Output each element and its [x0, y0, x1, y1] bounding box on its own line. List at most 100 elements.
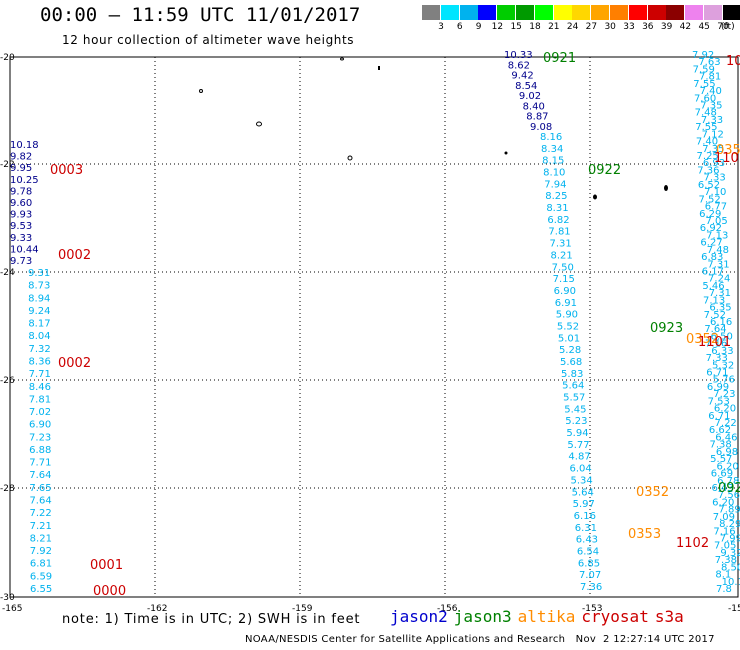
swh-value: 7.71	[29, 458, 51, 469]
swh-value: 7.13	[706, 230, 728, 241]
swh-tracks: 10.189.829.9510.259.789.609.939.539.3310…	[10, 50, 740, 595]
color-scale-unit: (ft)	[721, 22, 735, 32]
pass-time-label: 0002	[58, 248, 91, 263]
swh-value: 7.64	[704, 324, 726, 335]
swh-value: 7.31	[707, 259, 729, 270]
swh-value: 9.78	[10, 186, 32, 197]
swh-value: 10.18	[10, 140, 39, 151]
swh-value: 7.05	[705, 216, 727, 227]
swh-value: 6.62	[709, 425, 731, 436]
longitude-label: -153	[582, 604, 602, 614]
legend-jason3: jason3	[453, 607, 512, 626]
swh-value: 6.90	[29, 420, 51, 431]
credit-footer: NOAA/NESDIS Center for Satellite Applica…	[245, 634, 715, 645]
swh-value: 7.65	[29, 483, 51, 494]
color-scale-label: 21	[548, 22, 560, 32]
color-swatch	[647, 5, 666, 20]
swh-value: 5.77	[567, 440, 589, 451]
swh-value: 6.82	[547, 215, 569, 226]
color-swatch	[516, 5, 534, 20]
swh-value: 6.43	[576, 535, 598, 546]
pass-time-label: 0353	[628, 527, 661, 542]
swh-value: 6.98	[716, 447, 738, 458]
swh-value: 7.56	[718, 490, 740, 501]
color-swatch	[591, 5, 610, 20]
swh-value: 7.52	[704, 310, 726, 321]
color-scale-label: 36	[642, 22, 654, 32]
swh-value: 8.50	[721, 562, 740, 573]
swh-value: 6.27	[700, 238, 722, 249]
swh-value: 7.36	[697, 165, 719, 176]
swh-value: 7.50	[552, 262, 574, 273]
color-swatch	[553, 5, 572, 20]
swh-value: 9.31	[28, 268, 50, 279]
swh-value: 5.68	[560, 357, 582, 368]
swh-value: 7.16	[705, 339, 727, 350]
swh-value: 8.21	[30, 533, 52, 544]
swh-value: 8.16	[540, 132, 562, 143]
pass-time-label: 0003	[50, 163, 83, 178]
color-scale-label: 30	[604, 22, 616, 32]
swh-value: 9.93	[10, 210, 32, 221]
swh-value: 8.04	[28, 331, 50, 342]
swh-value: 7.16	[713, 526, 735, 537]
time-labels: 0921 0922 0923 092 0003 0002 0002 0001 0000 0352 0…	[50, 51, 740, 599]
swh-value: 10.10	[722, 577, 740, 588]
legend-altika: altika	[517, 607, 576, 626]
swh-value: 6.55	[30, 584, 52, 595]
island	[378, 66, 380, 70]
color-swatch	[610, 5, 628, 20]
map-title: 00:00 – 11:59 UTC 11/01/2017	[40, 4, 361, 26]
swh-value: 9.73	[10, 256, 32, 267]
swh-value: 7.40	[696, 137, 718, 148]
swh-value: 9.24	[28, 306, 50, 317]
color-swatch	[440, 5, 459, 20]
pass-time-label: 110	[714, 151, 739, 166]
swh-value: 7.24	[708, 274, 730, 285]
swh-value: 6.78	[717, 476, 739, 487]
swh-value: 8.25	[545, 191, 567, 202]
swh-value: 7.63	[698, 57, 720, 68]
swh-value: 10.25	[10, 175, 39, 186]
swh-value: 6.04	[569, 464, 591, 475]
swh-value: 7.21	[30, 521, 52, 532]
swh-value: 5.52	[557, 321, 579, 332]
units-note: note: 1) Time is in UTC; 2) SWH is in fe…	[62, 612, 361, 627]
island-markers	[199, 57, 668, 200]
swh-value: 6.71	[708, 411, 730, 422]
legend-cryosat: cryosat	[581, 607, 649, 626]
swh-value: 9.08	[530, 122, 552, 133]
swh-value: 5.64	[562, 381, 584, 392]
swh-value: 6.46	[715, 432, 737, 443]
map-subtitle: 12 hour collection of altimeter wave hei…	[62, 33, 355, 47]
axis-labels: -165 -162 -159 -156 -153 -15 -20 -22 -24 -26 -28 -3…	[0, 53, 740, 614]
color-scale-label: 18	[529, 22, 541, 32]
swh-value: 8.15	[542, 156, 564, 167]
swh-value: 5.34	[571, 475, 593, 486]
island	[593, 194, 597, 200]
swh-value: 7.59	[693, 64, 715, 75]
color-swatch	[534, 5, 553, 20]
swh-value: 7.09	[713, 512, 735, 523]
swh-value: 5.57	[710, 454, 732, 465]
swh-value: 6.33	[711, 346, 733, 357]
pass-time-label: 0921	[543, 51, 576, 66]
swh-value: 7.99	[720, 533, 740, 544]
swh-value: 7.89	[718, 505, 740, 516]
swh-value: 8.17	[28, 319, 50, 330]
swh-value: 5.76	[713, 375, 735, 386]
pass-time-label: 0923	[650, 321, 683, 336]
color-swatch	[459, 5, 478, 20]
swh-value: 5.46	[702, 281, 724, 292]
swh-value: 6.31	[575, 523, 597, 534]
pass-time-label: 0002	[58, 356, 91, 371]
longitude-label: -156	[437, 604, 458, 614]
swh-value: 5.45	[564, 404, 586, 415]
swh-value: 7.48	[695, 108, 717, 119]
swh-value: 8.36	[29, 356, 51, 367]
swh-value: 7.32	[28, 344, 50, 355]
swh-value: 6.17	[702, 266, 724, 277]
island	[504, 151, 508, 155]
swh-value: 7.33	[701, 115, 723, 126]
